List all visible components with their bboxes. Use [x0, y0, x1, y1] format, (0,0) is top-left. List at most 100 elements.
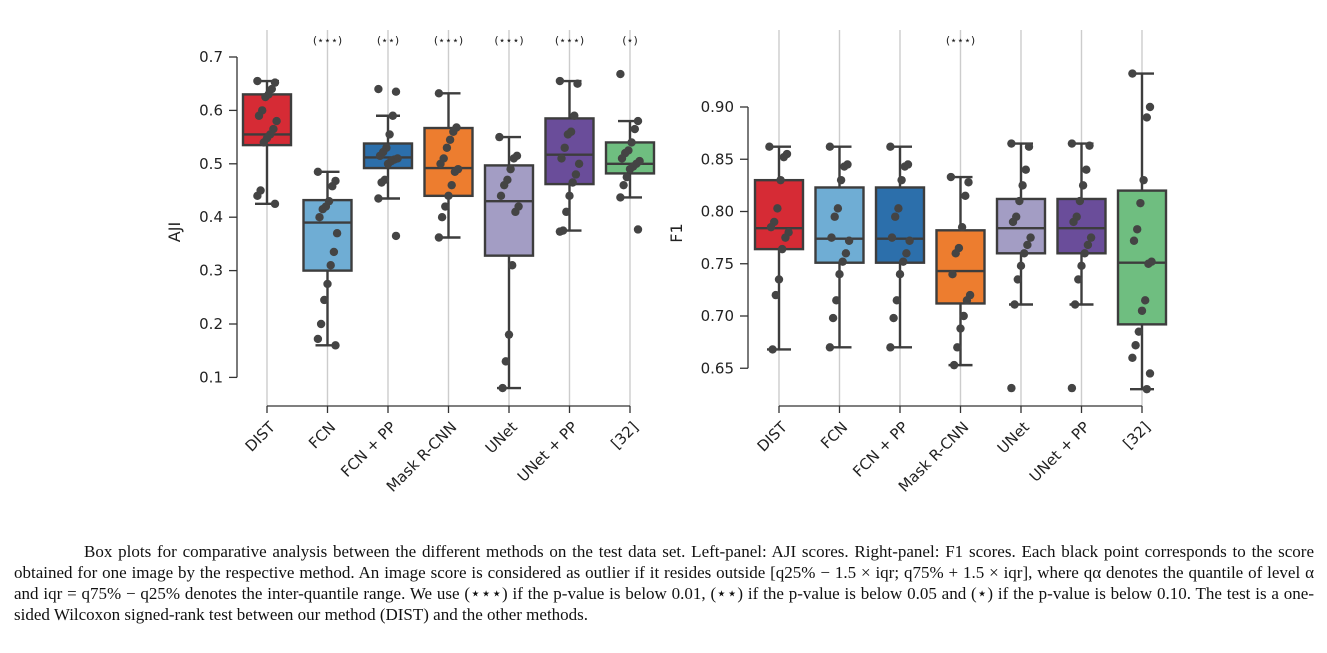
- data-point: [511, 207, 520, 217]
- data-point: [1131, 341, 1140, 350]
- data-point: [504, 330, 514, 339]
- y-tick-label: 0.5: [199, 155, 223, 173]
- data-point: [895, 270, 905, 279]
- data-point: [374, 84, 383, 94]
- data-point: [1145, 369, 1155, 378]
- data-point: [557, 154, 566, 163]
- data-point: [496, 191, 506, 201]
- data-point: [501, 357, 510, 366]
- data-point: [619, 180, 628, 190]
- data-point: [1136, 198, 1145, 208]
- x-tick-label: [32]: [1119, 418, 1154, 453]
- data-point: [320, 295, 329, 305]
- data-point: [1142, 384, 1152, 394]
- data-point: [318, 204, 327, 214]
- data-point: [388, 111, 397, 120]
- x-tick-label: FCN + PP: [849, 418, 912, 481]
- data-point: [838, 257, 847, 266]
- data-point: [449, 127, 458, 136]
- data-point: [391, 87, 401, 96]
- data-point: [825, 142, 835, 151]
- x-tick-label: UNet + PP: [514, 418, 582, 486]
- significance-label: (⋆⋆⋆): [555, 34, 584, 47]
- data-point: [331, 341, 340, 350]
- y-tick-label: 0.75: [701, 255, 734, 273]
- data-point: [1070, 300, 1080, 309]
- data-point: [1010, 300, 1019, 309]
- data-point: [1128, 69, 1137, 78]
- data-point: [905, 236, 914, 245]
- data-point: [509, 154, 518, 163]
- y-tick-label: 0.90: [701, 98, 734, 116]
- data-point: [1078, 181, 1088, 190]
- box-7: [1116, 189, 1168, 326]
- data-point: [633, 225, 643, 234]
- data-point: [956, 324, 965, 333]
- panel-1: 0.1 0.2 0.3 0.4 0.5 0.6 0.7 AJI DIST FCN (⋆⋆⋆) FCN …: [165, 30, 656, 496]
- data-point: [1067, 139, 1077, 148]
- data-point: [957, 222, 967, 232]
- data-point: [781, 233, 790, 242]
- data-point: [316, 319, 326, 329]
- data-point: [436, 159, 445, 168]
- data-point: [765, 142, 774, 151]
- data-point: [391, 231, 401, 241]
- y-tick-label: 0.3: [199, 262, 223, 280]
- data-point: [616, 193, 625, 202]
- data-point: [1074, 275, 1083, 284]
- data-point: [450, 167, 460, 177]
- x-tick-label: [32]: [607, 418, 642, 453]
- data-point: [1016, 261, 1026, 271]
- data-point: [329, 247, 339, 257]
- y-tick-label: 0.7: [199, 48, 223, 66]
- data-point: [1007, 383, 1016, 393]
- x-tick-label: DIST: [754, 418, 792, 456]
- significance-label: (⋆): [622, 34, 637, 47]
- box-3: [874, 186, 926, 264]
- data-point: [571, 170, 581, 179]
- data-point: [1137, 306, 1147, 315]
- data-point: [833, 204, 843, 213]
- x-tick-label: FCN + PP: [337, 418, 400, 481]
- data-point: [1128, 353, 1137, 362]
- data-point: [1067, 383, 1077, 393]
- data-point: [1133, 225, 1142, 234]
- data-point: [886, 142, 895, 151]
- data-point: [313, 167, 323, 177]
- data-point: [508, 261, 517, 270]
- data-point: [617, 154, 627, 163]
- data-point: [962, 296, 972, 305]
- data-point: [326, 261, 335, 270]
- box-plot-figure: 0.1 0.2 0.3 0.4 0.5 0.6 0.7 AJI DIST FCN (⋆⋆⋆) FCN …: [165, 30, 1168, 496]
- data-point: [1086, 233, 1096, 242]
- box-6: [1056, 197, 1107, 255]
- data-point: [776, 175, 785, 185]
- data-point: [332, 229, 342, 238]
- data-point: [948, 270, 957, 279]
- data-point: [951, 249, 960, 258]
- data-point: [272, 116, 281, 126]
- data-point: [562, 207, 571, 217]
- y-tick-label: 0.1: [199, 368, 223, 386]
- data-point: [773, 204, 782, 213]
- x-tick-label: UNet + PP: [1026, 418, 1094, 486]
- data-point: [1080, 249, 1089, 258]
- data-point: [1007, 139, 1016, 148]
- data-point: [827, 233, 836, 242]
- data-point: [766, 222, 776, 232]
- data-point: [555, 227, 565, 236]
- data-point: [253, 76, 262, 86]
- data-point: [259, 138, 268, 147]
- data-point: [835, 270, 844, 279]
- significance-label: (⋆⋆⋆): [313, 34, 342, 47]
- data-point: [441, 202, 450, 211]
- data-point: [270, 78, 280, 87]
- data-point: [779, 152, 788, 162]
- data-point: [894, 204, 903, 213]
- data-point: [442, 143, 452, 152]
- data-point: [1024, 142, 1034, 151]
- data-point: [830, 212, 839, 221]
- data-point: [1013, 275, 1022, 284]
- data-point: [498, 383, 507, 393]
